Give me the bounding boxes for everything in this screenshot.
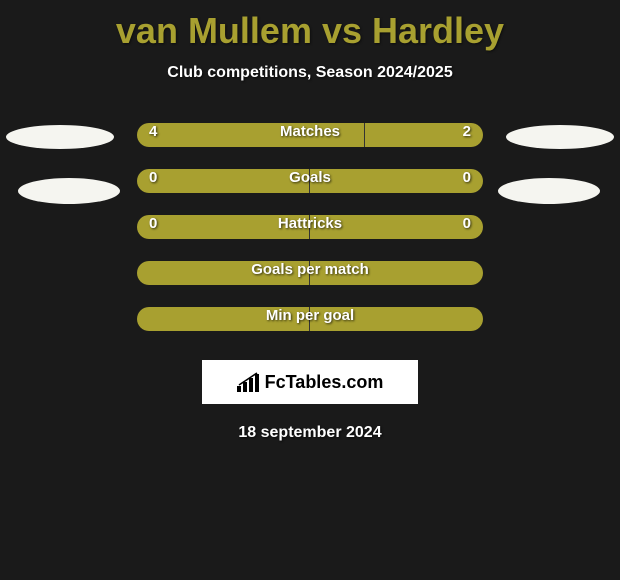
page-title: van Mullem vs Hardley — [0, 0, 620, 52]
bar-left — [137, 169, 310, 193]
placeholder-ellipse — [18, 178, 120, 204]
left-value: 4 — [149, 123, 157, 140]
bar-right — [310, 169, 483, 193]
right-value: 0 — [463, 215, 471, 232]
page-subtitle: Club competitions, Season 2024/2025 — [0, 64, 620, 82]
stat-label: Hattricks — [278, 215, 342, 232]
bar-track: Goals per match — [137, 261, 483, 285]
placeholder-ellipse — [506, 125, 614, 149]
stat-label: Matches — [280, 123, 340, 140]
bar-track: 4 2 Matches — [137, 123, 483, 147]
stat-label: Min per goal — [266, 307, 354, 324]
placeholder-ellipse — [498, 178, 600, 204]
stat-row: Goals per match — [0, 250, 620, 296]
left-value: 0 — [149, 215, 157, 232]
bar-track: 0 0 Goals — [137, 169, 483, 193]
fctables-icon — [237, 372, 261, 392]
bar-track: 0 0 Hattricks — [137, 215, 483, 239]
logo-text: FcTables.com — [265, 372, 384, 393]
stat-label: Goals — [289, 169, 331, 186]
date-text: 18 september 2024 — [0, 424, 620, 442]
placeholder-ellipse — [6, 125, 114, 149]
left-value: 0 — [149, 169, 157, 186]
stat-label: Goals per match — [251, 261, 369, 278]
right-value: 0 — [463, 169, 471, 186]
logo-box: FcTables.com — [202, 360, 418, 404]
bar-track: Min per goal — [137, 307, 483, 331]
right-value: 2 — [463, 123, 471, 140]
stat-row: Min per goal — [0, 296, 620, 342]
stat-row: 0 0 Hattricks — [0, 204, 620, 250]
